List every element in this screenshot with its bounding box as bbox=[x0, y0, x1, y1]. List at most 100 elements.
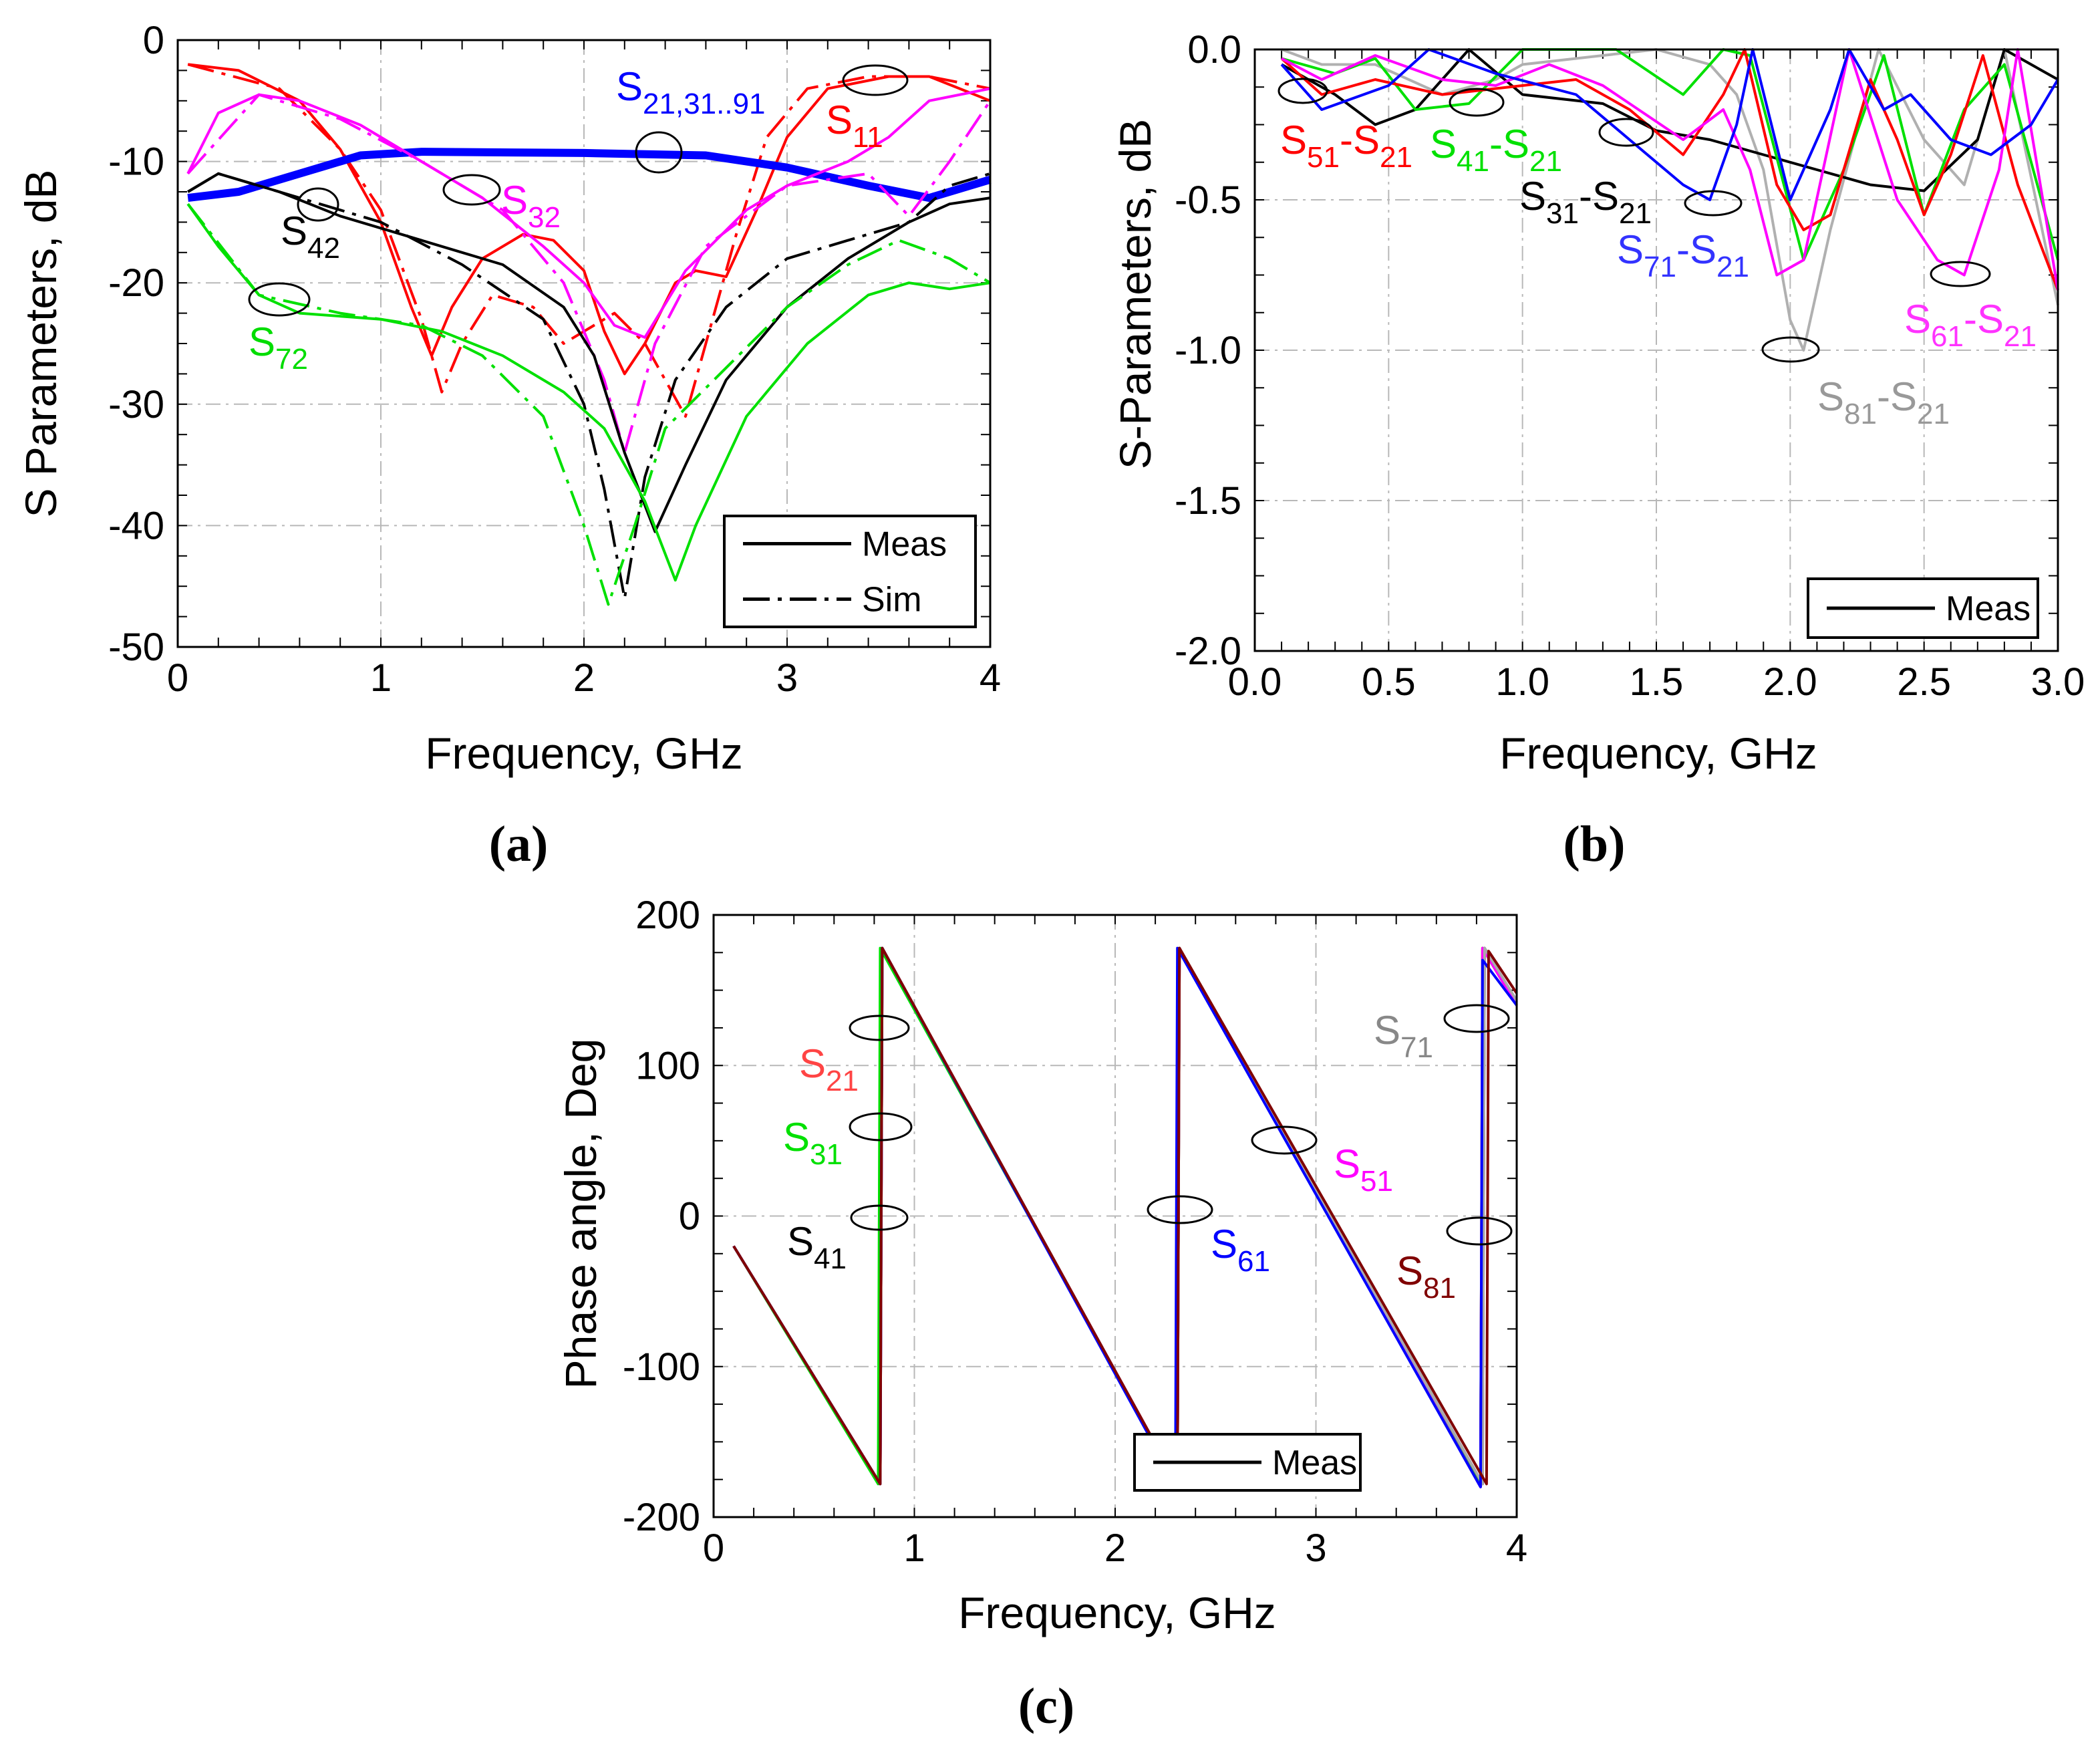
curve-label-subscript: 32 bbox=[528, 201, 561, 234]
curve-label-main: S bbox=[1617, 227, 1644, 272]
curve-label: S32 bbox=[501, 178, 561, 234]
legend-box bbox=[723, 515, 977, 628]
y-tick-label: 200 bbox=[635, 894, 700, 937]
series-marker-ellipse bbox=[849, 1015, 910, 1041]
curve-label: S21,31..91 bbox=[616, 64, 766, 120]
series-marker-ellipse bbox=[1446, 1216, 1513, 1246]
y-axis-title: Phase angle, Deg bbox=[556, 1039, 605, 1389]
x-tick-label: 3.0 bbox=[2031, 660, 2085, 704]
series-marker-ellipse bbox=[1930, 261, 1991, 287]
series-line-s81 bbox=[732, 946, 1518, 1486]
legend-label: Meas bbox=[862, 525, 947, 564]
series-marker-ellipse bbox=[849, 1112, 913, 1142]
curve-label-subscript: 51 bbox=[1360, 1165, 1393, 1198]
x-tick-label: 0 bbox=[167, 656, 188, 700]
legend-label: Meas bbox=[1946, 589, 2031, 628]
curve-label: S51 bbox=[1334, 1142, 1393, 1198]
x-tick-label: 2 bbox=[1104, 1526, 1126, 1570]
y-tick-label: 0 bbox=[679, 1195, 700, 1238]
curve-label-subscript: 81 bbox=[1844, 398, 1877, 430]
curve-label: S61 bbox=[1211, 1222, 1270, 1278]
curve-label-main: -S bbox=[1579, 174, 1619, 219]
curve-label-main: S bbox=[787, 1219, 814, 1264]
curve-label: S11 bbox=[826, 98, 883, 154]
y-tick-label: -100 bbox=[623, 1345, 700, 1389]
series-line-s71-s21 bbox=[1280, 48, 2059, 201]
series-line-s32-sim bbox=[186, 93, 992, 454]
x-tick-label: 1 bbox=[903, 1526, 925, 1570]
series-marker-ellipse bbox=[850, 1204, 909, 1231]
curve-label-main: S bbox=[501, 178, 528, 223]
curve-label-main: -S bbox=[1489, 122, 1529, 166]
y-tick-label: 0.0 bbox=[1187, 28, 1241, 72]
curve-label-main: S bbox=[1430, 122, 1457, 166]
curve-label: S41-S21 bbox=[1430, 122, 1562, 178]
curve-label: S72 bbox=[249, 319, 308, 376]
series-marker-ellipse bbox=[1598, 118, 1654, 147]
x-axis-title: Frequency, GHz bbox=[425, 728, 743, 778]
curve-label-main: S bbox=[1817, 374, 1844, 419]
series-marker-ellipse bbox=[1278, 78, 1328, 104]
series-line-s31-s21 bbox=[1281, 48, 2059, 192]
curve-label: S42 bbox=[281, 209, 340, 265]
panel-caption: (a) bbox=[489, 816, 549, 872]
curve-label-subscript: 61 bbox=[1931, 320, 1964, 353]
x-tick-label: 2.5 bbox=[1897, 660, 1951, 704]
legend-label: Meas bbox=[1272, 1444, 1357, 1482]
curve-label-subscript: 41 bbox=[1457, 145, 1489, 178]
curve-label-main: S bbox=[1396, 1248, 1423, 1293]
y-tick-label: -40 bbox=[108, 504, 164, 547]
y-tick-label: -1.0 bbox=[1175, 329, 1241, 372]
legend: Meas bbox=[1133, 1433, 1362, 1492]
curve-label-main: S bbox=[799, 1041, 826, 1086]
curve-label: S21 bbox=[799, 1041, 859, 1097]
x-axis-title: Frequency, GHz bbox=[1499, 728, 1817, 778]
y-axis-title: S-Parameters, dB bbox=[1110, 119, 1160, 470]
legend: Meas bbox=[1807, 577, 2039, 639]
legend-label: Sim bbox=[862, 581, 922, 620]
y-axis-title: S Parameters, dB bbox=[16, 170, 65, 518]
series-marker-ellipse bbox=[842, 64, 909, 96]
curve-label: S31-S21 bbox=[1519, 174, 1652, 230]
plot-frame bbox=[1253, 48, 2059, 652]
curve-label: S81-S21 bbox=[1817, 374, 1950, 430]
x-tick-label: 1.0 bbox=[1495, 660, 1549, 704]
y-tick-label: -1.5 bbox=[1175, 479, 1241, 523]
legend: Meas Sim bbox=[723, 515, 977, 628]
curve-label-main: S bbox=[1280, 118, 1307, 162]
curve-label-subscript: 21 bbox=[1529, 145, 1562, 178]
series-marker-ellipse bbox=[297, 187, 339, 222]
curve-label-main: S bbox=[826, 98, 853, 142]
curve-label-subscript: 51 bbox=[1307, 141, 1340, 174]
x-tick-label: 0 bbox=[703, 1526, 724, 1570]
x-tick-label: 0.5 bbox=[1362, 660, 1416, 704]
y-tick-label: -200 bbox=[623, 1496, 700, 1539]
x-axis-title: Frequency, GHz bbox=[958, 1588, 1276, 1637]
curve-label-subscript: 71 bbox=[1644, 251, 1676, 283]
curve-label: S51-S21 bbox=[1280, 118, 1412, 174]
x-tick-label: 3 bbox=[1305, 1526, 1326, 1570]
y-tick-label: 0 bbox=[143, 19, 164, 62]
curve-label: S71-S21 bbox=[1617, 227, 1749, 283]
curve-label-subscript: 31 bbox=[1546, 197, 1579, 230]
series-marker-ellipse bbox=[1147, 1195, 1213, 1224]
series-line-s72-sim bbox=[186, 203, 992, 606]
panel-b-s-parameter-differences: 0.0 0.5 1.0 1.5 2.0 2.5 3.0 0.0 -0.5 -1.0 -1.5 -2.0… bbox=[1110, 28, 2085, 872]
y-tick-label: -10 bbox=[108, 140, 164, 184]
x-tick-label: 2.0 bbox=[1763, 660, 1817, 704]
curve-label-subscript: 21 bbox=[1380, 141, 1412, 174]
series-line-s32-meas bbox=[186, 87, 991, 339]
curve-label-subscript: 71 bbox=[1400, 1031, 1433, 1064]
curve-label-subscript: 21 bbox=[826, 1065, 859, 1097]
curve-label-main: S bbox=[783, 1115, 810, 1160]
curve-label-subscript: 61 bbox=[1237, 1245, 1270, 1278]
y-tick-label: -50 bbox=[108, 626, 164, 669]
series-line-s72-meas bbox=[186, 203, 991, 582]
curve-label: S31 bbox=[783, 1115, 843, 1171]
x-tick-label: 4 bbox=[1506, 1526, 1527, 1570]
curve-label-main: S bbox=[616, 64, 643, 109]
plot-frame bbox=[712, 914, 1518, 1518]
x-tick-label: 2 bbox=[573, 656, 595, 700]
curve-label-main: -S bbox=[1340, 118, 1380, 162]
